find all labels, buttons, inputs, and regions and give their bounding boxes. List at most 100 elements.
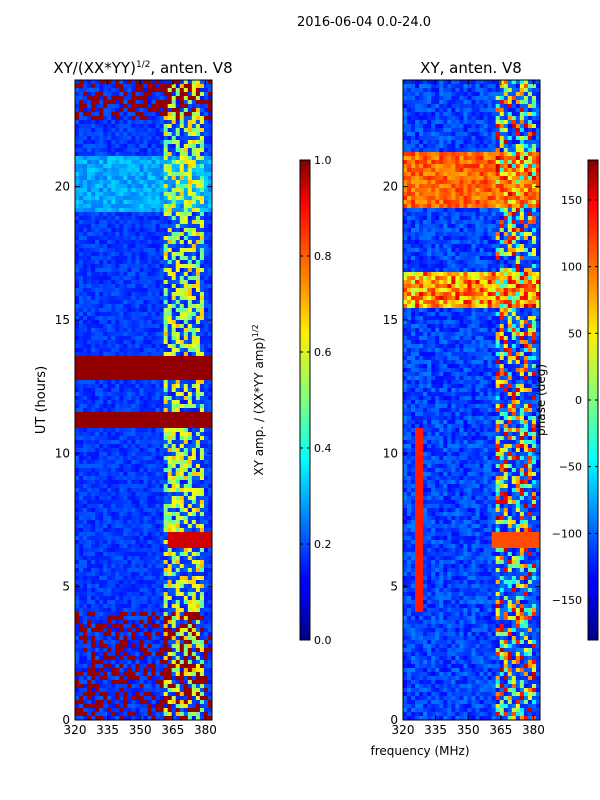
heatmap-cell [107, 556, 112, 561]
heatmap-cell [111, 108, 116, 113]
heatmap-cell [167, 132, 173, 137]
heatmap-cell [151, 344, 157, 349]
heatmap-cell [135, 120, 141, 125]
heatmap-cell [111, 392, 116, 397]
heatmap-cell [175, 568, 181, 573]
heatmap-cell [91, 524, 96, 529]
heatmap-cell [103, 128, 108, 133]
heatmap-cell [111, 156, 116, 161]
heatmap-cell [179, 448, 185, 453]
heatmap-cell [171, 216, 177, 221]
heatmap-cell [155, 288, 161, 293]
heatmap-cell [135, 232, 141, 237]
heatmap-cell [75, 188, 80, 193]
heatmap-cell [131, 252, 137, 257]
heatmap-cell [135, 140, 141, 145]
heatmap-cell [191, 556, 197, 561]
heatmap-cell [83, 364, 88, 369]
heatmap-cell [87, 640, 92, 645]
heatmap-cell [135, 592, 141, 597]
heatmap-cell [155, 312, 161, 317]
heatmap-cell [91, 472, 96, 477]
heatmap-cell [135, 428, 141, 433]
heatmap-cell [127, 628, 133, 633]
heatmap-cell [195, 396, 201, 401]
heatmap-cell [183, 228, 189, 233]
heatmap-cell [95, 364, 100, 369]
heatmap-cell [115, 412, 120, 417]
heatmap-cell [207, 116, 212, 121]
heatmap-cell [95, 304, 100, 309]
heatmap-cell [163, 256, 169, 261]
heatmap-cell [115, 588, 120, 593]
heatmap-cell [163, 664, 169, 669]
heatmap-cell [179, 556, 185, 561]
heatmap-cell [187, 248, 193, 253]
heatmap-cell [203, 456, 209, 461]
heatmap-cell [131, 124, 137, 129]
heatmap-cell [99, 416, 104, 421]
heatmap-cell [183, 296, 189, 301]
heatmap-cell [203, 160, 209, 165]
heatmap-cell [79, 152, 84, 157]
heatmap-cell [115, 516, 120, 521]
heatmap-cell [207, 144, 212, 149]
heatmap-cell [171, 620, 177, 625]
heatmap-cell [135, 332, 141, 337]
heatmap-cell [135, 644, 141, 649]
heatmap-cell [127, 636, 133, 641]
heatmap-cell [179, 484, 185, 489]
heatmap-cell [111, 436, 116, 441]
heatmap-cell [91, 112, 96, 117]
heatmap-cell [151, 328, 157, 333]
heatmap-cell [195, 216, 201, 221]
heatmap-cell [183, 448, 189, 453]
heatmap-cell [83, 428, 88, 433]
heatmap-cell [127, 540, 133, 545]
heatmap-cell [127, 284, 133, 289]
heatmap-cell [127, 252, 133, 257]
heatmap-cell [199, 420, 205, 425]
heatmap-cell [91, 640, 96, 645]
heatmap-cell [103, 276, 108, 281]
heatmap-cell [103, 464, 108, 469]
heatmap-cell [99, 220, 104, 225]
heatmap-cell [203, 268, 209, 273]
heatmap-cell [95, 80, 100, 85]
heatmap-cell [75, 116, 80, 121]
heatmap-cell [95, 404, 100, 409]
heatmap-cell [135, 388, 141, 393]
heatmap-cell [79, 184, 84, 189]
heatmap-cell [107, 236, 112, 241]
heatmap-cell [175, 580, 181, 585]
heatmap-cell [103, 560, 108, 565]
heatmap-cell [79, 208, 84, 213]
heatmap-cell [147, 476, 153, 481]
heatmap-cell [99, 152, 104, 157]
heatmap-cell [143, 156, 149, 161]
heatmap-cell [131, 608, 137, 613]
heatmap-cell [99, 232, 104, 237]
heatmap-cell [127, 208, 133, 213]
heatmap-cell [99, 564, 104, 569]
heatmap-cell [159, 636, 165, 641]
heatmap-cell [111, 620, 116, 625]
heatmap-cell [187, 292, 193, 297]
heatmap-cell [151, 336, 157, 341]
heatmap-cell [135, 324, 141, 329]
heatmap-cell [159, 224, 165, 229]
heatmap-cell [147, 264, 153, 269]
heatmap-cell [171, 592, 177, 597]
heatmap-cell [115, 288, 120, 293]
heatmap-cell [191, 356, 197, 361]
heatmap-cell [135, 584, 141, 589]
heatmap-cell [195, 424, 201, 429]
heatmap-cell [131, 512, 137, 517]
heatmap-cell [155, 168, 161, 173]
heatmap-cell [79, 256, 84, 261]
heatmap-cell [103, 264, 108, 269]
heatmap-cell [83, 664, 88, 669]
heatmap-cell [207, 272, 212, 277]
heatmap-cell [187, 488, 193, 493]
heatmap-cell [171, 432, 177, 437]
